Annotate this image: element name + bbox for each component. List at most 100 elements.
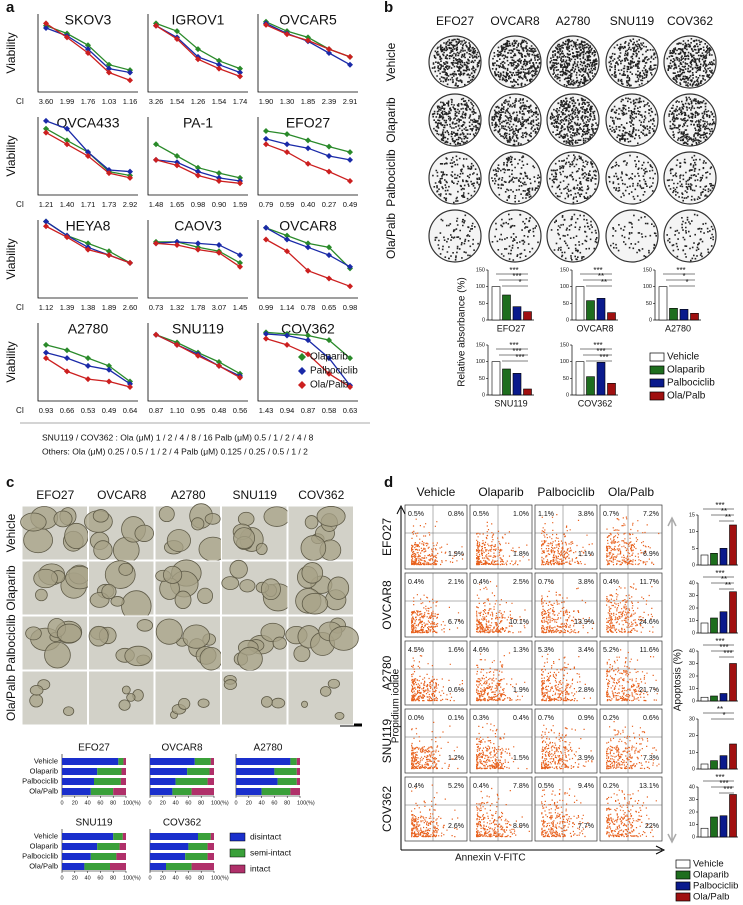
cell-cluster — [233, 527, 256, 550]
point — [284, 341, 290, 348]
bar-segment — [113, 833, 123, 840]
bar-segment — [191, 788, 214, 795]
axis — [147, 220, 248, 299]
ci-value: 0.49 — [343, 200, 358, 209]
y-tick-label: 15 — [689, 512, 695, 518]
y-tick-label: 100 — [643, 284, 652, 290]
ci-value: 1.43 — [259, 406, 274, 415]
bar — [719, 548, 728, 566]
point — [263, 141, 269, 148]
quadrant-percent: 6.7% — [448, 619, 464, 626]
quadrant-percent: 22% — [645, 823, 659, 830]
point — [127, 380, 133, 387]
events — [411, 721, 459, 770]
cell-cluster — [121, 685, 131, 695]
quadrant-lines — [535, 777, 597, 841]
legend-label: Palbociclib — [693, 881, 738, 892]
bar — [669, 308, 678, 321]
cell-cluster — [261, 696, 273, 708]
quadrant-percent: 2.8% — [578, 687, 594, 694]
bar-segment — [274, 768, 297, 775]
point — [127, 168, 133, 175]
point — [347, 61, 353, 68]
point — [284, 31, 290, 38]
bar-segment — [210, 833, 214, 840]
significance: *** — [715, 569, 724, 578]
point — [263, 21, 269, 28]
point — [153, 331, 159, 338]
x-tick-label: 40 — [259, 800, 265, 806]
x-tick-label: 0 — [148, 800, 151, 806]
y-tick-label: 0 — [692, 698, 695, 704]
point — [64, 125, 70, 132]
bar — [719, 755, 728, 770]
y-tick-label: 0 — [692, 834, 695, 840]
chart-title: OVCAR8 — [576, 323, 613, 333]
quadrant-percent: 0.5% — [473, 511, 489, 518]
ci-value: 1.76 — [81, 97, 96, 106]
x-tick-label: 40 — [85, 800, 91, 806]
point — [326, 46, 332, 53]
point — [237, 259, 243, 266]
y-axis-label: Viability — [4, 341, 18, 382]
point — [106, 61, 112, 68]
cell-cluster — [255, 542, 268, 555]
bar — [729, 743, 737, 770]
bar-segment — [150, 853, 186, 860]
cell-cluster — [301, 700, 308, 708]
point — [305, 160, 311, 167]
significance: * — [685, 278, 688, 287]
cell-cluster — [64, 522, 89, 550]
quadrant-percent: 1.5% — [513, 755, 529, 762]
point — [284, 141, 290, 148]
quadrant-percent: 10.1% — [509, 619, 529, 626]
cell-cluster — [118, 699, 131, 711]
bar-segment — [120, 778, 126, 785]
bar — [719, 611, 728, 634]
point — [347, 53, 353, 60]
bar — [729, 794, 737, 838]
cell-cluster — [191, 517, 205, 531]
point — [326, 370, 332, 377]
cell-cluster — [162, 565, 183, 584]
cell-cluster — [304, 515, 319, 530]
point — [347, 149, 353, 156]
chart-title: SNU119 — [75, 818, 112, 829]
x-tick-label: 100(%) — [123, 875, 141, 881]
cell-cluster — [327, 678, 340, 689]
ci-value: 1.73 — [102, 200, 117, 209]
micrograph — [88, 670, 155, 726]
column-label: Vehicle — [417, 485, 456, 499]
quadrant-percent: 9.4% — [578, 783, 594, 790]
bar — [502, 368, 511, 396]
colony — [608, 154, 656, 201]
bar-segment — [166, 863, 192, 870]
ci-value: 0.94 — [280, 406, 295, 415]
category-label: Olaparib — [30, 766, 58, 775]
ci-value: 1.99 — [60, 97, 75, 106]
y-tick-label: 0 — [566, 317, 569, 323]
legend-label: disintact — [250, 831, 282, 841]
y-tick-label: 30 — [689, 661, 695, 667]
legend-label: intact — [250, 863, 271, 873]
category-label: Olaparib — [30, 841, 58, 850]
point — [347, 283, 353, 290]
ci-value: 1.39 — [60, 303, 75, 312]
y-tick-label: 10 — [689, 822, 695, 828]
ci-value: 1.14 — [280, 303, 295, 312]
quadrant-percent: 1.8% — [513, 551, 529, 558]
axis — [37, 323, 138, 402]
point — [174, 238, 180, 245]
panel-label: d — [384, 474, 393, 491]
ci-value: 3.60 — [39, 97, 54, 106]
point — [106, 362, 112, 369]
x-tick-label: 80 — [110, 800, 116, 806]
axis — [147, 14, 248, 93]
y-tick-label: 0 — [566, 392, 569, 398]
chart-title: SNU119 — [172, 321, 224, 337]
ci-value: 1.30 — [280, 97, 295, 106]
bar-segment — [277, 778, 297, 785]
bar-segment — [62, 853, 91, 860]
colony — [608, 38, 657, 87]
ci-value: 2.92 — [123, 200, 138, 209]
